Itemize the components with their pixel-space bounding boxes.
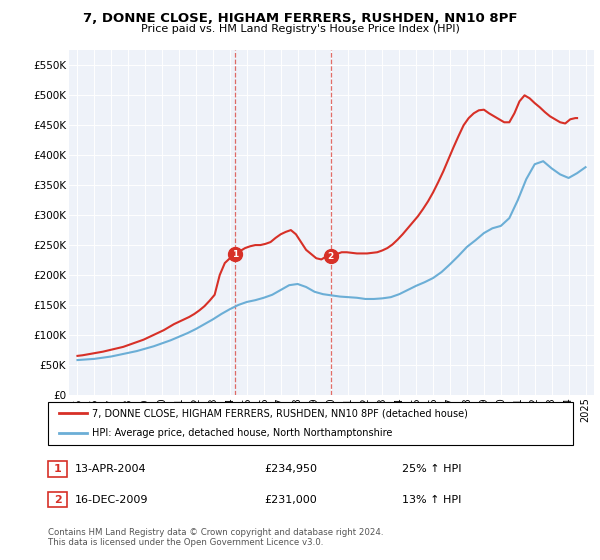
Text: 2: 2 [54,494,61,505]
Text: 1: 1 [54,464,61,474]
Text: £234,950: £234,950 [264,464,317,474]
Text: 2: 2 [328,252,334,261]
Text: £231,000: £231,000 [264,494,317,505]
Text: 7, DONNE CLOSE, HIGHAM FERRERS, RUSHDEN, NN10 8PF (detached house): 7, DONNE CLOSE, HIGHAM FERRERS, RUSHDEN,… [92,408,467,418]
Text: 13% ↑ HPI: 13% ↑ HPI [402,494,461,505]
Text: 13-APR-2004: 13-APR-2004 [74,464,146,474]
Text: 7, DONNE CLOSE, HIGHAM FERRERS, RUSHDEN, NN10 8PF: 7, DONNE CLOSE, HIGHAM FERRERS, RUSHDEN,… [83,12,517,25]
Text: 16-DEC-2009: 16-DEC-2009 [74,494,148,505]
Text: Price paid vs. HM Land Registry's House Price Index (HPI): Price paid vs. HM Land Registry's House … [140,24,460,34]
Text: 25% ↑ HPI: 25% ↑ HPI [402,464,461,474]
Text: Contains HM Land Registry data © Crown copyright and database right 2024.
This d: Contains HM Land Registry data © Crown c… [48,528,383,547]
Text: 1: 1 [232,250,238,259]
Text: HPI: Average price, detached house, North Northamptonshire: HPI: Average price, detached house, Nort… [92,428,392,438]
